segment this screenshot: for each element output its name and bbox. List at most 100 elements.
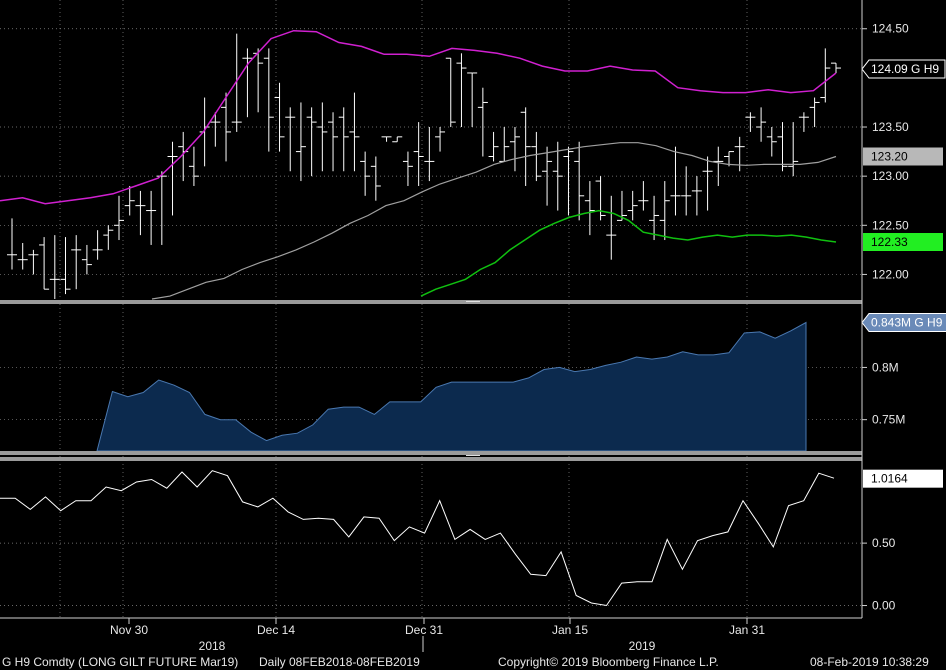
- panel-divider-volume-osc-top[interactable]: [0, 451, 862, 455]
- last-value-tag-label: 1.0164: [871, 472, 908, 486]
- oscillator-tick-label: 0.50: [872, 536, 896, 550]
- panel-divider-volume-osc-bottom[interactable]: [0, 457, 862, 461]
- price-bar: [7, 218, 17, 270]
- price-bar: [114, 195, 125, 241]
- price-bar: [124, 185, 135, 216]
- last-value-tag-label: 124.09 G H9: [871, 62, 939, 76]
- price-bar: [49, 235, 60, 299]
- price-bar: [681, 166, 692, 216]
- volume-panel: 0.8M 0.75M 0.843M G H9: [0, 313, 946, 452]
- price-bar: [60, 237, 71, 295]
- price-bar: [231, 33, 242, 132]
- price-bar: [221, 92, 232, 162]
- footer-timestamp: 08-Feb-2019 10:38:29: [810, 655, 929, 669]
- price-bar: [670, 146, 681, 216]
- price-bar: [370, 156, 381, 201]
- volume-tick-label: 0.8M: [872, 360, 899, 374]
- price-bar: [167, 141, 178, 216]
- price-bar: [649, 195, 660, 241]
- last-value-tag: 123.20: [863, 147, 943, 166]
- moving-average-line: [151, 142, 837, 300]
- price-bar: [445, 57, 456, 128]
- x-year-label: 2019: [629, 639, 656, 653]
- price-bar: [477, 87, 488, 157]
- price-bar: [520, 107, 531, 186]
- price-bar: [402, 151, 413, 186]
- price-bar: [424, 127, 435, 182]
- price-bar: [627, 190, 638, 221]
- price-bar: [552, 141, 563, 211]
- last-value-tag-label: 0.843M G H9: [871, 316, 943, 330]
- price-bar: [659, 181, 670, 241]
- price-bar: [92, 230, 103, 260]
- price-bar: [103, 225, 114, 250]
- x-year-label: 2018: [199, 639, 226, 653]
- price-bar: [263, 48, 274, 152]
- price-bar: [745, 112, 756, 132]
- price-bar: [713, 146, 724, 186]
- price-bar: [146, 190, 157, 245]
- price-panel: 124.50 123.50 123.00 122.50 122.00 124.09 G …: [0, 0, 946, 618]
- price-bar: [285, 107, 296, 172]
- x-tick-label: Jan 15: [552, 623, 588, 637]
- price-bar: [392, 136, 403, 143]
- price-bar: [295, 102, 306, 182]
- price-bar: [777, 122, 788, 172]
- price-bar: [456, 53, 467, 128]
- price-bar: [28, 249, 39, 275]
- price-bar: [338, 107, 349, 172]
- price-bar: [328, 112, 339, 172]
- price-bar: [691, 176, 702, 216]
- price-bar: [39, 237, 50, 290]
- volume-y-axis: 0.8M 0.75M: [862, 360, 905, 427]
- price-tick-label: 124.50: [872, 22, 909, 36]
- price-tick-label: 123.00: [872, 169, 909, 183]
- last-value-tag: 1.0164: [863, 469, 943, 488]
- volume-area: [96, 321, 807, 452]
- price-bar: [435, 127, 446, 152]
- price-bar: [17, 242, 28, 270]
- divider-grip[interactable]: [466, 455, 480, 456]
- price-bar: [135, 190, 146, 236]
- price-bar: [317, 102, 328, 172]
- price-bar: [467, 72, 478, 128]
- price-grid: [0, 0, 862, 618]
- price-bar: [831, 62, 841, 73]
- price-last-value-tags: 124.09 G H9 123.20 122.33: [861, 59, 946, 251]
- price-bar: [584, 181, 595, 236]
- volume-last-value-tag: 0.843M G H9: [861, 313, 946, 333]
- price-bar: [210, 112, 221, 147]
- last-value-tag-box: [863, 233, 943, 251]
- price-bar: [242, 48, 253, 118]
- footer-range: Daily 08FEB2018-08FEB2019: [259, 655, 420, 669]
- last-value-tag-label: 123.20: [871, 150, 908, 164]
- price-bar: [820, 48, 831, 103]
- footer-copyright: Copyright© 2019 Bloomberg Finance L.P.: [498, 655, 719, 669]
- price-bar: [274, 82, 285, 152]
- divider-grip[interactable]: [466, 301, 480, 302]
- x-tick-label: Jan 31: [729, 623, 765, 637]
- price-bar: [413, 122, 424, 186]
- oscillator-panel: 0.50 0.00 1.0164: [0, 469, 943, 613]
- price-bar: [595, 176, 606, 221]
- price-bar: [638, 181, 649, 211]
- x-axis: Nov 30 Dec 14 Dec 31 Jan 15 Jan 31 2018 2019: [0, 617, 862, 653]
- price-bar: [574, 141, 585, 221]
- price-bar: [766, 127, 777, 157]
- volume-tick-label: 0.75M: [872, 413, 905, 427]
- price-tick-label: 123.50: [872, 120, 909, 134]
- upper-band-line: [0, 29, 837, 205]
- last-value-tag-label: 122.33: [871, 235, 908, 249]
- price-bar: [509, 127, 520, 172]
- price-bar: [488, 131, 499, 162]
- panel-divider-price-volume[interactable]: [0, 300, 862, 304]
- price-bar: [616, 190, 627, 221]
- price-tick-label: 122.00: [872, 267, 909, 281]
- price-bar: [542, 146, 553, 206]
- price-bar: [360, 151, 371, 196]
- price-bar: [563, 146, 574, 216]
- price-bar: [531, 131, 542, 182]
- price-bar: [381, 136, 392, 142]
- price-bar: [188, 146, 199, 186]
